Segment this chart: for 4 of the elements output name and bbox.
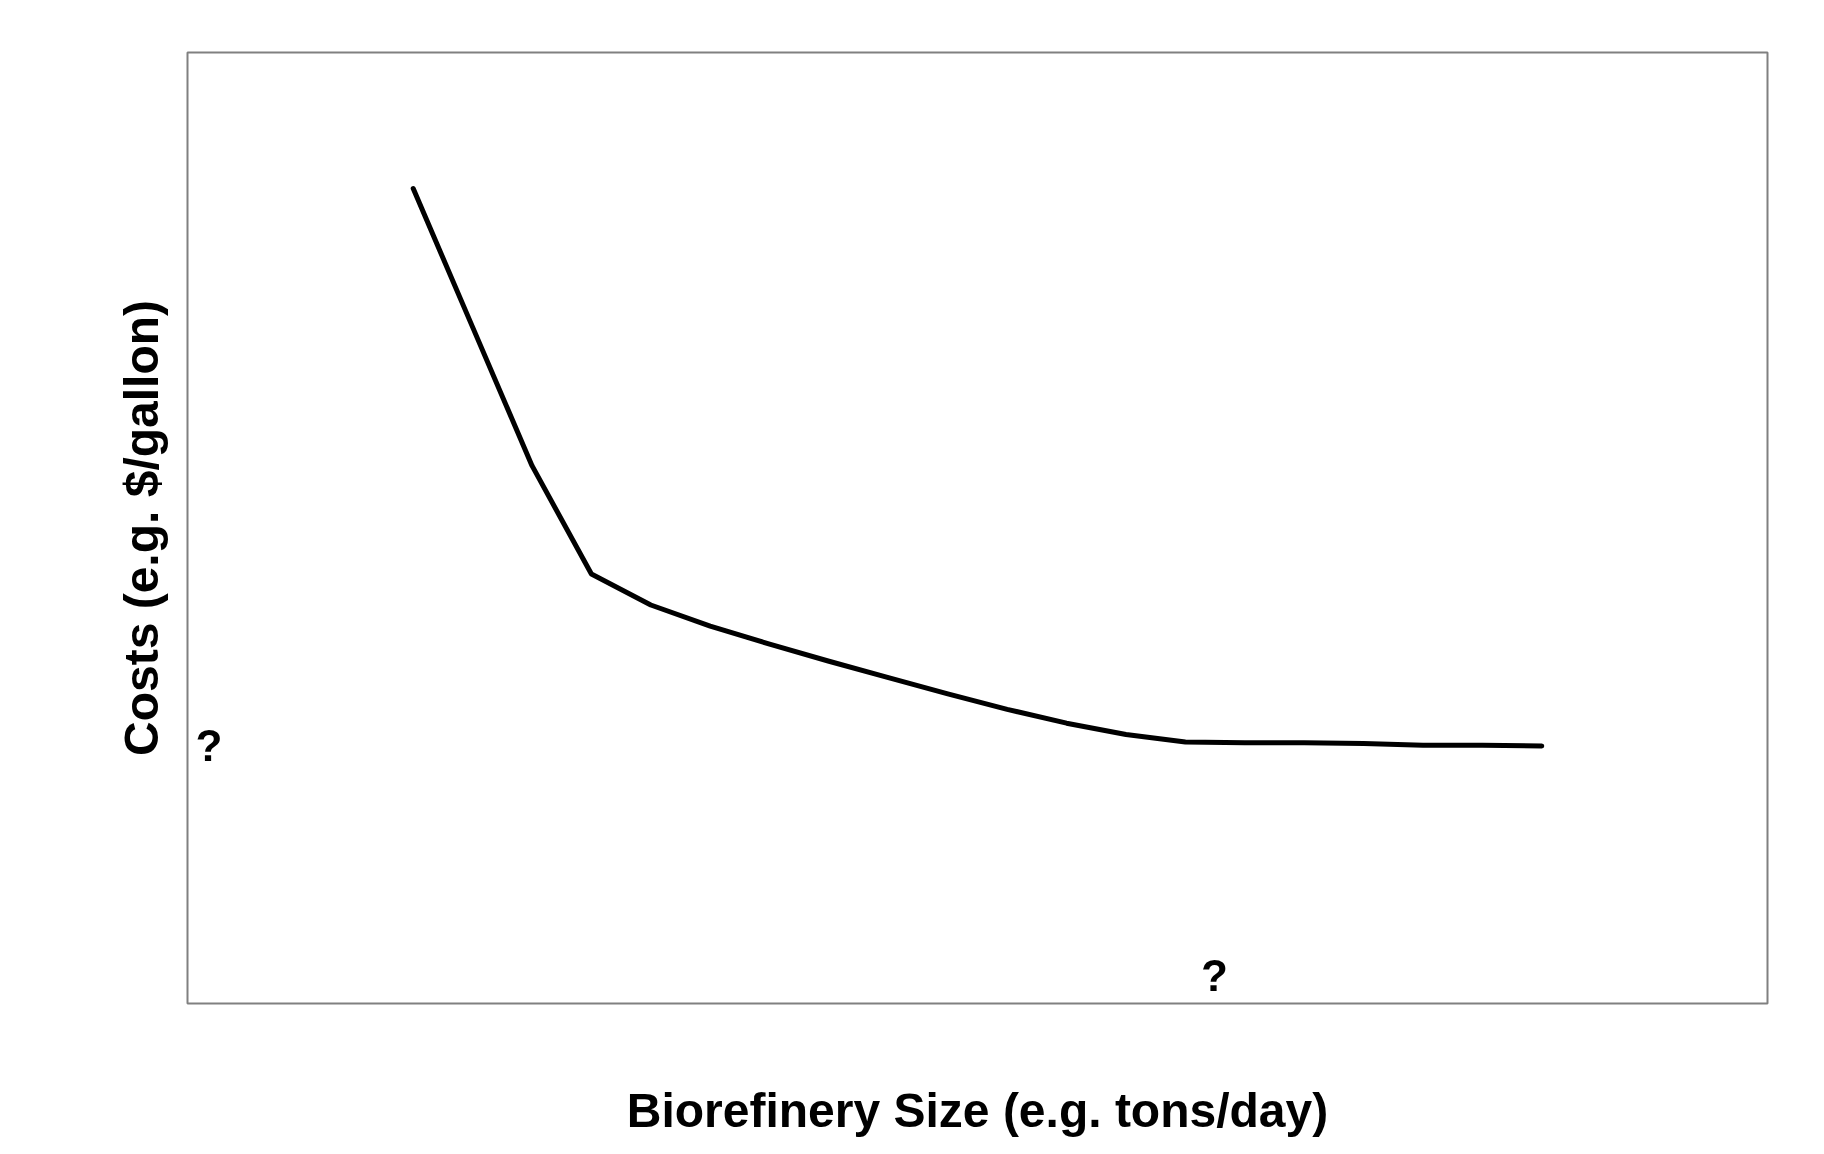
annotation: ?	[1201, 950, 1228, 1000]
y-axis-title: Costs (e.g. $/gallon)	[114, 299, 168, 757]
text: ?	[195, 720, 223, 770]
x-axis-title: Biorefinery Size (e.g. tons/day)	[626, 1083, 1329, 1137]
